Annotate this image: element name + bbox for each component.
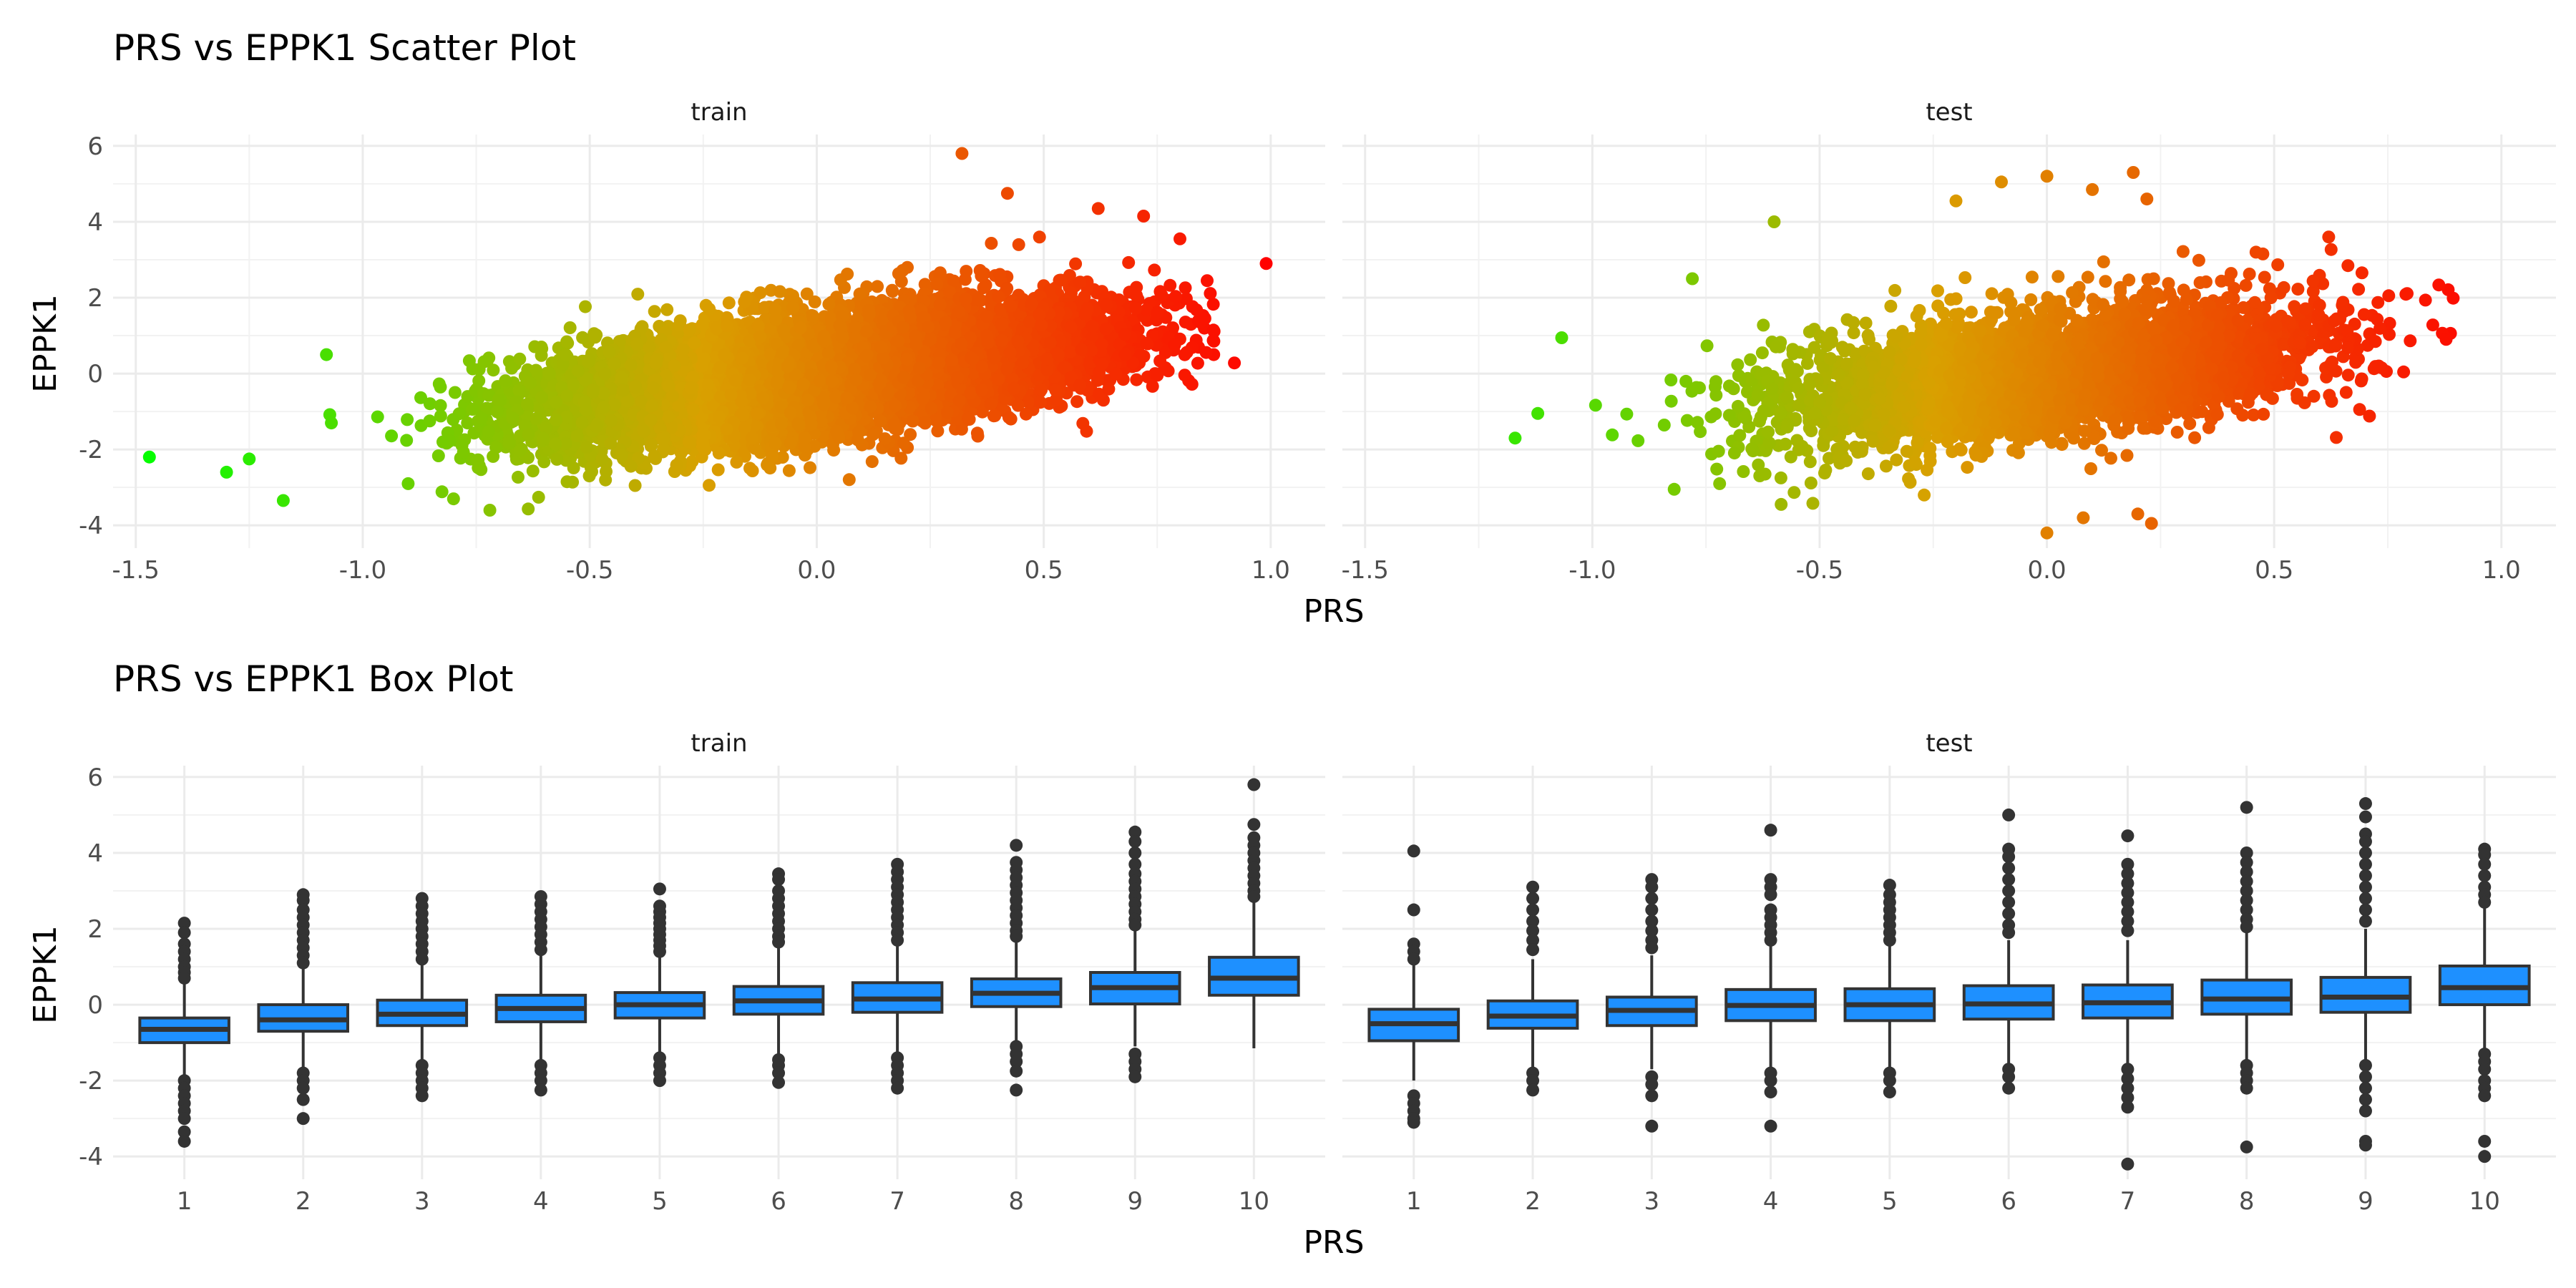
scatter-point bbox=[599, 473, 613, 487]
scatter-strip-train: train bbox=[691, 98, 747, 127]
scatter-point bbox=[513, 352, 527, 366]
scatter-point bbox=[1012, 238, 1025, 251]
scatter-point bbox=[537, 455, 551, 469]
scatter-point bbox=[435, 485, 449, 499]
scatter-point bbox=[808, 295, 821, 308]
y-tick-label: 4 bbox=[87, 208, 103, 237]
scatter-point bbox=[1166, 321, 1179, 335]
y-tick-label: 6 bbox=[87, 132, 103, 161]
scatter-point bbox=[563, 321, 577, 334]
scatter-point bbox=[1204, 287, 1217, 301]
scatter-strip-test: test bbox=[1926, 98, 1972, 127]
scatter-point bbox=[1146, 379, 1159, 393]
scatter-point bbox=[703, 479, 716, 492]
x-tick-label: -1.5 bbox=[112, 556, 160, 585]
scatter-point bbox=[487, 364, 500, 377]
scatter-panel-train: -1.5 -1.0 -0.5 0.0 0.5 1.0 -4 -2 0 2 4 6 bbox=[79, 132, 1325, 585]
scatter-point bbox=[431, 449, 445, 462]
scatter-point bbox=[512, 470, 525, 484]
scatter-point bbox=[1002, 411, 1015, 424]
scatter-point bbox=[434, 409, 447, 423]
scatter-point bbox=[276, 494, 290, 507]
scatter-point bbox=[385, 429, 399, 443]
y-tick-label: 2 bbox=[87, 284, 103, 313]
scatter-point bbox=[711, 463, 725, 477]
x-tick-label: -0.5 bbox=[566, 556, 613, 585]
x-tick-label: -1.0 bbox=[339, 556, 386, 585]
scatter-point bbox=[532, 490, 545, 504]
scatter-point bbox=[1069, 257, 1083, 270]
scatter-point bbox=[371, 410, 384, 424]
y-tick-label: 0 bbox=[87, 360, 103, 389]
scatter-point bbox=[1206, 298, 1220, 311]
scatter-point bbox=[842, 473, 856, 487]
scatter-point bbox=[904, 428, 917, 441]
y-tick-label: -4 bbox=[79, 512, 103, 540]
scatter-point bbox=[782, 464, 796, 477]
scatter-point bbox=[894, 452, 908, 465]
scatter-point bbox=[730, 455, 743, 469]
scatter-plot-title: PRS vs EPPK1 Scatter Plot bbox=[113, 27, 576, 69]
x-tick-label: 0.0 bbox=[797, 556, 836, 585]
x-tick-label: 0.5 bbox=[1025, 556, 1063, 585]
scatter-point bbox=[423, 414, 436, 428]
scatter-point bbox=[1191, 356, 1204, 370]
scatter-point bbox=[865, 455, 879, 469]
scatter-point bbox=[1163, 278, 1177, 292]
x-tick-label: 1.0 bbox=[1252, 556, 1290, 585]
y-tick-label: -2 bbox=[79, 436, 103, 464]
